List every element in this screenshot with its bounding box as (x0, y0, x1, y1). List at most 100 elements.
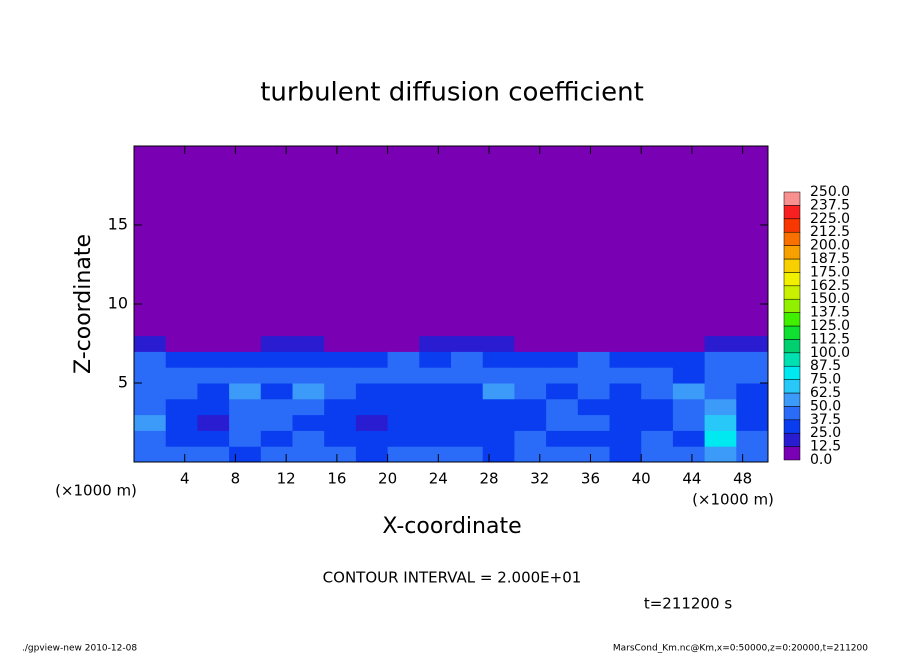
field-cell (546, 367, 579, 384)
field-cell (134, 146, 167, 337)
x-tick-label: 32 (530, 470, 549, 488)
field-cell (260, 351, 293, 368)
field-cell (292, 335, 325, 352)
contour-note: CONTOUR INTERVAL = 2.000E+01 (323, 569, 582, 587)
field-cell (292, 446, 325, 463)
field-cell (609, 446, 642, 463)
field-cell (165, 398, 198, 416)
field-cell (355, 398, 389, 416)
field-cell (134, 446, 167, 463)
field-cell (482, 414, 515, 431)
field-cell (736, 367, 769, 384)
field-cell (387, 367, 420, 384)
field-cell (514, 367, 547, 384)
field-cell (736, 335, 769, 352)
colorbar-segment (783, 365, 801, 380)
x-unit-label: (×1000 m) (55, 482, 137, 500)
axes: 4 8 12 16 20 24 28 32 36 40 44 48510150.012.525.037… (108, 145, 850, 488)
colorbar-segment (783, 272, 801, 287)
field-cell (609, 430, 642, 447)
colorbar-segment (783, 406, 801, 421)
colorbar-segment (783, 379, 801, 394)
field-cell (546, 430, 579, 447)
field-cell (451, 367, 484, 384)
field-cell (641, 335, 674, 352)
y-tick-label: 10 (108, 294, 128, 313)
field-cell (419, 383, 452, 400)
field-cell (641, 430, 674, 447)
field-cell (451, 351, 484, 368)
field-cell (260, 430, 293, 447)
field-cell (609, 398, 642, 416)
field-cell (641, 414, 674, 431)
field-cell (292, 146, 325, 337)
field-cell (704, 146, 737, 337)
field-cell (482, 335, 515, 352)
field-cell (292, 414, 325, 431)
field-cell (197, 430, 230, 447)
field-cell (324, 146, 357, 337)
colorbar-label: 125.0 (810, 318, 850, 334)
colorbar-label: 225.0 (810, 211, 850, 227)
x-tick-label: 44 (682, 470, 701, 488)
field-cell (387, 398, 420, 416)
field-cell (419, 430, 452, 447)
colorbar-label: 37.5 (810, 412, 841, 428)
field-cell (546, 398, 579, 416)
x-tick-label: 16 (327, 470, 346, 488)
field-cell (229, 430, 262, 447)
colorbar-segment (783, 285, 801, 300)
colorbar-label: 112.5 (810, 331, 850, 347)
field-cell (134, 430, 167, 447)
colorbar-segment (783, 392, 801, 407)
field-cell (482, 367, 515, 384)
field-cell (609, 383, 642, 400)
field-cell (641, 383, 674, 400)
field-cell (260, 146, 293, 337)
field-cell (672, 383, 706, 400)
y-tick-label: 5 (118, 373, 128, 392)
field-cell (165, 383, 198, 400)
field-cell (514, 446, 547, 463)
field-cell (482, 398, 515, 416)
colorbar-segment (783, 312, 801, 327)
field-cell (641, 351, 674, 368)
field-cell (324, 335, 357, 352)
field-cell (165, 414, 198, 431)
field-cell (577, 446, 610, 463)
colorbar-label: 250.0 (810, 184, 850, 200)
field-cell (355, 446, 389, 463)
field-cell (134, 383, 167, 400)
field-cell (324, 430, 357, 447)
field-cell (387, 430, 420, 447)
field-cell (577, 146, 610, 337)
colorbar-label: 75.0 (810, 372, 841, 388)
field-cell (546, 351, 579, 368)
field-cell (229, 146, 262, 337)
field-cell (577, 367, 610, 384)
field-cell (672, 351, 706, 368)
field-cell (229, 351, 262, 368)
field-cell (451, 398, 484, 416)
colorbar-segment (783, 432, 801, 447)
field-cell (292, 351, 325, 368)
colorbar-segment (783, 258, 801, 273)
field-cell (672, 446, 706, 463)
colorbar-segment (783, 352, 801, 367)
field-cell (197, 414, 230, 431)
x-tick-label: 4 (180, 470, 190, 488)
field-cell (514, 414, 547, 431)
field-cell (704, 398, 737, 416)
field-cell (387, 146, 420, 337)
field-cell (482, 383, 515, 400)
field-cell (165, 351, 198, 368)
field-cell (197, 367, 230, 384)
colorbar-segment (783, 446, 801, 461)
field-cell (134, 351, 167, 368)
field-cell (229, 398, 262, 416)
field-cell (514, 430, 547, 447)
colorbar-label: 150.0 (810, 291, 850, 307)
field-cell (324, 414, 357, 431)
field (134, 146, 769, 463)
